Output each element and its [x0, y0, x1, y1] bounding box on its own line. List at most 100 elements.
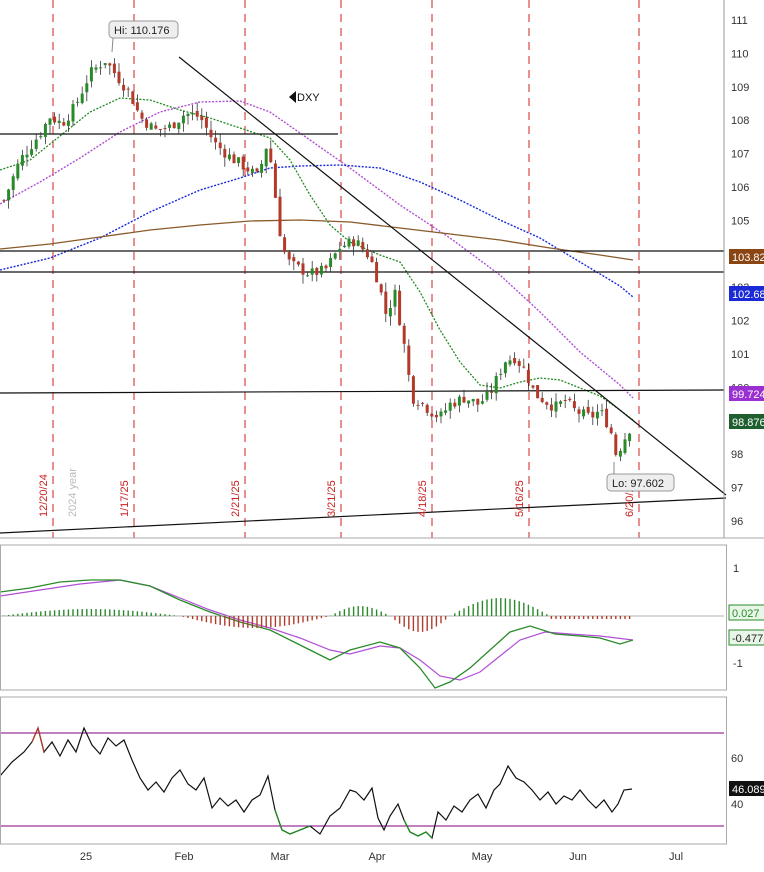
price-tick-label: 98 [731, 449, 743, 461]
candle-body [117, 71, 121, 84]
candle-body [563, 400, 567, 402]
candle-body [499, 373, 503, 375]
candle-body [232, 154, 236, 164]
candle-body [255, 168, 259, 172]
candle-body [94, 67, 98, 70]
price-tick-label: 107 [731, 149, 749, 161]
price-tick-label: 110 [731, 48, 749, 60]
candle-body [39, 136, 43, 138]
candle-body [112, 63, 116, 74]
candle-body [347, 238, 351, 247]
candle-body [48, 118, 52, 125]
macd-panel [0, 579, 724, 689]
lo-annotation-box [606, 473, 675, 492]
hi-annotation-label: Hi: 110.176 [114, 25, 169, 37]
candle-body [260, 163, 264, 173]
candle-body [591, 411, 595, 418]
candle-body [618, 450, 622, 457]
candle-body [434, 414, 438, 418]
trend-lines [0, 56, 727, 534]
chart-text: 1111101091081071061051031021011009897961… [38, 15, 764, 863]
candle-body [53, 116, 57, 123]
candle-body [195, 110, 199, 117]
candle-body [416, 404, 420, 406]
moving-averages [0, 97, 634, 421]
month-tick-label: Jun [569, 851, 587, 863]
rsi-overbought-segment [31, 725, 45, 753]
candle-body [342, 245, 346, 248]
candle-body [163, 128, 167, 130]
candle-body [517, 361, 521, 366]
rsi-tick-label: 60 [731, 753, 743, 765]
candle-body [559, 401, 563, 404]
candle-body [292, 257, 296, 262]
ma-purple [0, 100, 634, 399]
candle-body [227, 154, 231, 160]
candle-body [287, 252, 291, 260]
price-tick-label: 111 [731, 15, 748, 27]
macd-panel-frame [0, 544, 727, 691]
candle-body [16, 163, 20, 179]
candle-body [480, 401, 484, 404]
candle-body [306, 275, 310, 277]
candle-body [494, 375, 498, 394]
candle-body [430, 413, 434, 417]
price-tick-label: 102 [731, 316, 749, 328]
price-tick-label: 101 [731, 349, 749, 361]
candle-body [319, 265, 323, 275]
price-tag-box [729, 414, 764, 429]
candle-body [172, 122, 176, 129]
candle-body [186, 113, 190, 117]
candle-body [462, 396, 466, 403]
candle-body [549, 404, 553, 411]
candle-body [448, 402, 452, 411]
macd-tag-label: 0.027 [732, 608, 760, 620]
candle-body [177, 122, 181, 130]
candle-body [71, 104, 75, 122]
rsi-tag-label: 46.089 [732, 784, 764, 796]
candle-body [623, 439, 627, 453]
candle-body [264, 148, 268, 167]
candle-body [379, 284, 383, 293]
candle-body [605, 408, 609, 428]
month-tick-label: Jul [669, 851, 683, 863]
candle-body [191, 113, 195, 115]
month-tick-label: 25 [80, 851, 92, 863]
price-tag-label: 103.82 [732, 252, 764, 264]
macd-tick-label: -1 [733, 658, 743, 670]
candle-body [76, 101, 80, 103]
candle-body [315, 268, 319, 275]
candle-body [135, 102, 139, 111]
candle-body [204, 117, 208, 128]
candle-body [283, 237, 287, 253]
candle-body [11, 176, 15, 190]
downtrend-line [178, 56, 727, 496]
candle-body [2, 200, 6, 202]
candle-body [453, 402, 457, 407]
candle-body [338, 248, 342, 252]
rsi-oversold-segment [403, 819, 433, 839]
candle-body [384, 291, 388, 314]
price-tag-label: 102.68 [732, 289, 764, 301]
candle-body [577, 409, 581, 414]
candle-body [490, 391, 494, 393]
candle-body [586, 406, 590, 413]
candle-body [209, 129, 213, 138]
candle-body [269, 148, 273, 163]
hi-annotation-pointer [111, 37, 114, 53]
candle-body [526, 369, 530, 383]
candle-body [370, 256, 374, 262]
price-tag-label: 98.876 [732, 417, 764, 429]
candle-body [149, 123, 153, 130]
macd-tag-box [728, 604, 764, 621]
price-tag-label: 99.724 [732, 389, 764, 401]
candle-body [310, 268, 314, 275]
month-tick-label: Mar [271, 851, 290, 863]
candle-body [402, 325, 406, 344]
candle-body [333, 253, 337, 259]
panel-frames [0, 0, 764, 845]
candle-body [375, 262, 379, 283]
rsi-oversold-segment [274, 809, 311, 835]
candle-body [324, 265, 328, 269]
